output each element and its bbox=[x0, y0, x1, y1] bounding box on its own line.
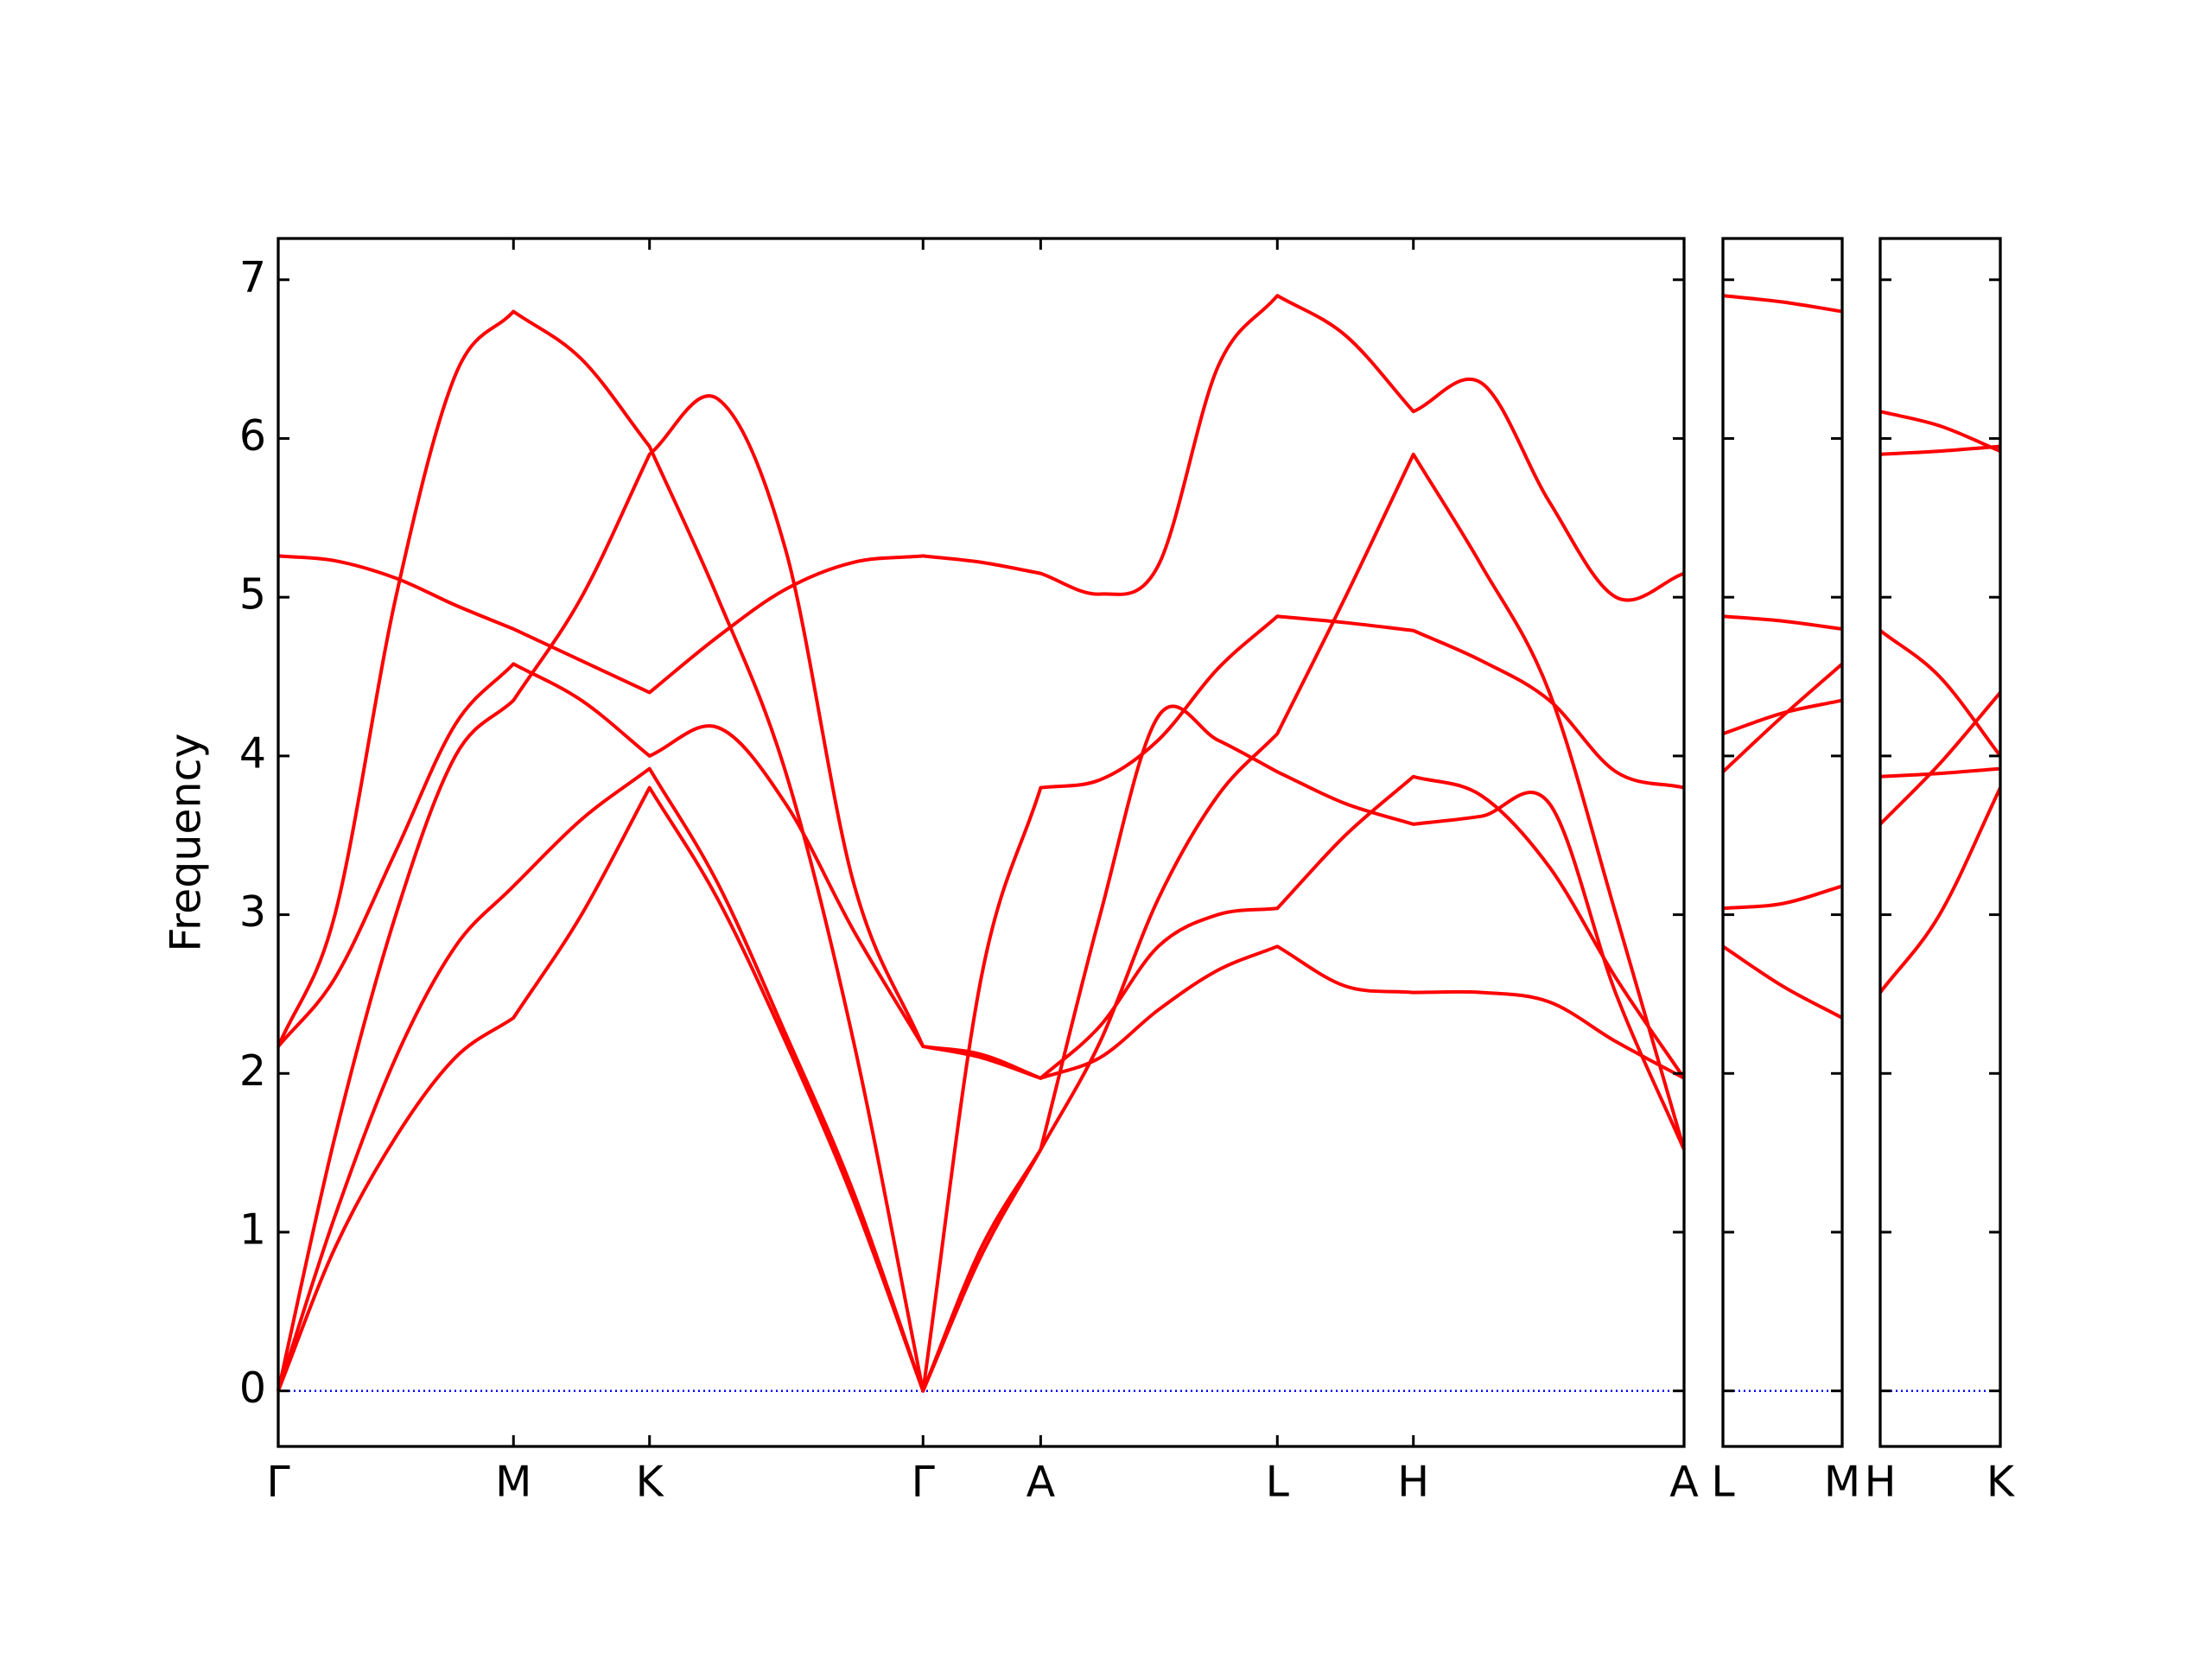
y-tick-label: 6 bbox=[239, 411, 266, 461]
band-line bbox=[1722, 614, 1843, 631]
y-tick-label: 3 bbox=[239, 887, 266, 937]
band-line bbox=[1722, 884, 1843, 911]
band-line bbox=[1879, 410, 2001, 454]
x-tick-label: K bbox=[1986, 1458, 2016, 1507]
band-line bbox=[1722, 294, 1843, 314]
band-line bbox=[276, 704, 1686, 1393]
band-line bbox=[1879, 766, 2001, 779]
plot-frame bbox=[1721, 237, 1844, 1448]
band-line bbox=[1721, 944, 1843, 1020]
band-line bbox=[1878, 786, 2002, 994]
band-line bbox=[1878, 629, 2002, 758]
y-tick-label: 7 bbox=[239, 252, 266, 302]
x-tick-label: A bbox=[1669, 1458, 1699, 1507]
x-tick-label: L bbox=[1266, 1458, 1290, 1507]
x-tick-label: K bbox=[636, 1458, 665, 1507]
y-tick-label: 4 bbox=[239, 728, 266, 778]
y-axis-label: Frequency bbox=[162, 733, 211, 951]
band-line bbox=[276, 452, 1686, 1393]
x-tick-label: M bbox=[495, 1458, 531, 1507]
x-tick-label: H bbox=[1397, 1458, 1429, 1507]
x-tick-label: Γ bbox=[912, 1458, 936, 1507]
x-tick-label: M bbox=[1824, 1458, 1860, 1507]
x-tick-label: Γ bbox=[266, 1458, 290, 1507]
band-line bbox=[1878, 691, 2002, 826]
y-tick-label: 0 bbox=[239, 1363, 266, 1413]
plot-frame bbox=[1878, 237, 2002, 1448]
band-line bbox=[1879, 444, 2001, 456]
x-tick-label: L bbox=[1711, 1458, 1735, 1507]
x-tick-label: H bbox=[1865, 1458, 1897, 1507]
band-line bbox=[276, 309, 1685, 1393]
y-tick-label: 1 bbox=[239, 1205, 266, 1254]
band-line bbox=[1721, 662, 1844, 773]
y-tick-label: 2 bbox=[239, 1046, 266, 1096]
band-line bbox=[276, 394, 1685, 1392]
band-line bbox=[1722, 698, 1843, 736]
x-tick-label: A bbox=[1027, 1458, 1056, 1507]
band-line bbox=[276, 662, 1686, 1080]
band-line bbox=[277, 294, 1685, 695]
plot-frame bbox=[276, 237, 1686, 1448]
y-tick-label: 5 bbox=[239, 570, 266, 620]
